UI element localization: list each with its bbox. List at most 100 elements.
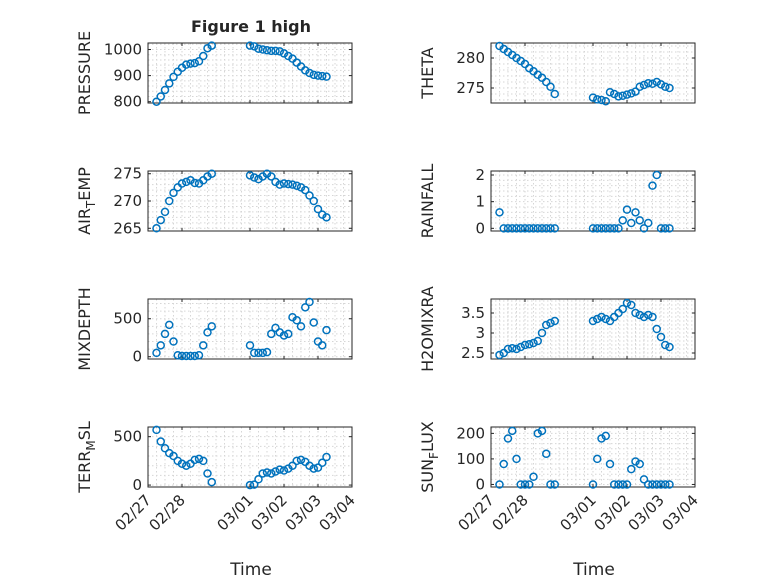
data-point — [635, 216, 644, 225]
data-point — [588, 316, 598, 326]
data-point — [203, 469, 212, 478]
data-point — [618, 480, 627, 489]
data-point — [152, 348, 161, 358]
data-point — [186, 59, 195, 68]
data-point — [152, 224, 161, 233]
y-tick-label: 3 — [475, 324, 485, 342]
data-point — [182, 60, 191, 69]
data-point — [631, 208, 640, 217]
data-point — [520, 224, 530, 233]
data-point — [537, 426, 547, 436]
data-point — [313, 71, 323, 80]
y-tick-label: 0 — [132, 476, 142, 494]
data-point — [610, 89, 619, 99]
data-point — [186, 351, 195, 361]
data-point — [156, 341, 165, 350]
data-point — [313, 204, 323, 214]
data-point — [542, 449, 551, 459]
data-point — [258, 469, 267, 478]
x-tick-label: 02/27 — [455, 491, 498, 534]
data-point — [622, 205, 632, 214]
x-tick-label: 03/02 — [591, 491, 634, 534]
data-point — [165, 196, 174, 206]
data-point — [614, 224, 623, 233]
data-point — [177, 459, 187, 469]
y-tick-label: 270 — [113, 192, 142, 210]
data-point — [618, 304, 627, 314]
data-point — [275, 465, 284, 474]
data-point — [508, 343, 517, 353]
data-point — [194, 57, 204, 66]
data-point — [661, 82, 670, 92]
y-tick-label: 275 — [456, 79, 485, 97]
y-tick-label: 200 — [456, 424, 485, 442]
data-point — [309, 464, 318, 473]
y-axis-label: MIXDEPTH — [75, 287, 94, 370]
subplot-2: 275 280 THETA — [418, 41, 696, 106]
data-point — [644, 480, 653, 489]
data-point — [288, 180, 297, 189]
x-tick-label: 03/03 — [625, 491, 668, 534]
data-point — [279, 466, 289, 475]
data-point — [250, 42, 259, 51]
data-point — [516, 342, 525, 352]
data-point — [503, 344, 513, 354]
data-point — [627, 464, 636, 474]
subplot-1: 800 900 1000 PRESSURE — [75, 31, 353, 115]
data-point — [267, 172, 276, 181]
data-point — [322, 72, 331, 81]
x-axis-label-left: Time — [229, 560, 272, 580]
data-point — [661, 480, 670, 489]
data-point — [301, 303, 310, 312]
data-point — [627, 300, 636, 310]
data-point — [601, 314, 610, 324]
data-point — [194, 454, 204, 464]
subplot-5: 0 500 MIXDEPTH — [75, 287, 353, 371]
data-point — [292, 181, 301, 190]
data-point — [588, 93, 598, 102]
data-point — [250, 173, 259, 182]
data-point — [250, 348, 259, 358]
data-point — [588, 480, 598, 489]
data-point — [258, 348, 267, 358]
axes-box — [147, 426, 353, 488]
data-point — [648, 79, 657, 89]
data-point — [639, 312, 649, 322]
y-axis-label: SUNFLUX — [418, 421, 441, 493]
data-point — [508, 426, 517, 436]
data-point — [656, 224, 666, 233]
data-point — [597, 224, 606, 233]
x-tick-label: 03/04 — [316, 491, 359, 534]
data-point — [618, 91, 627, 101]
data-point — [529, 224, 538, 233]
data-point — [550, 480, 559, 489]
data-point — [292, 316, 301, 325]
data-point — [546, 480, 555, 489]
x-tick-label: 03/03 — [282, 491, 325, 534]
y-axis-label: RAINFALL — [418, 164, 437, 239]
axes-box — [490, 42, 696, 104]
data-point — [639, 224, 649, 233]
data-point — [648, 480, 657, 489]
data-point — [644, 310, 653, 320]
data-point — [520, 340, 530, 350]
data-point — [622, 298, 632, 308]
data-point — [525, 339, 534, 349]
figure-title: Figure 1 high — [191, 17, 311, 36]
data-point — [512, 344, 521, 354]
data-point — [622, 480, 632, 489]
data-point — [656, 80, 666, 89]
x-tick-label: 02/28 — [146, 491, 189, 534]
data-point — [627, 218, 636, 228]
data-point — [635, 82, 644, 92]
data-point — [182, 177, 191, 187]
data-point — [537, 73, 547, 83]
data-point — [601, 96, 610, 106]
data-point — [284, 179, 293, 189]
data-point — [495, 208, 504, 217]
data-point — [292, 456, 301, 466]
data-point — [267, 469, 276, 478]
data-point — [190, 455, 199, 465]
